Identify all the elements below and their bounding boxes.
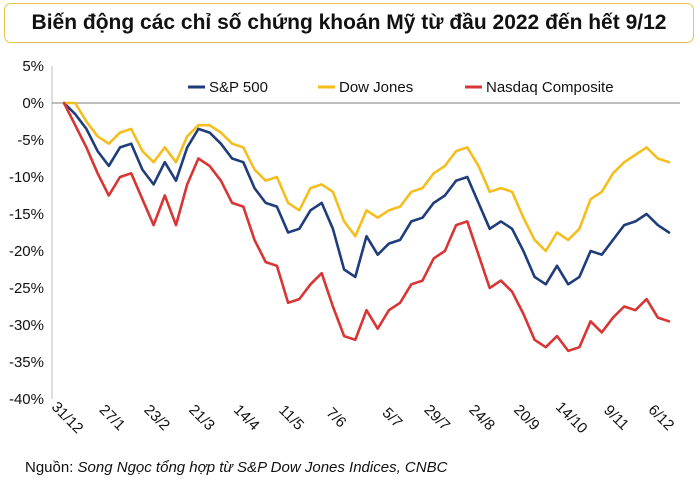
- x-tick-label: 24/8: [465, 401, 498, 434]
- series-line-nasdaq-composite: [62, 101, 671, 353]
- x-tick-label: 11/5: [275, 402, 307, 434]
- chart-title-box: Biến động các chỉ số chứng khoán Mỹ từ đ…: [4, 3, 694, 43]
- x-tick-label: 14/10: [552, 399, 591, 438]
- y-tick-label: 0%: [22, 95, 44, 112]
- y-tick-label: 5%: [22, 58, 44, 75]
- y-tick-label: -25%: [9, 280, 44, 297]
- chart-title: Biến động các chỉ số chứng khoán Mỹ từ đ…: [31, 11, 667, 34]
- source-text: Song Ngọc tổng hợp từ S&P Dow Jones Indi…: [77, 459, 448, 476]
- x-tick-label: 14/4: [230, 401, 263, 434]
- y-tick-label: -40%: [9, 391, 44, 408]
- y-tick-label: -15%: [9, 206, 44, 223]
- x-tick-label: 27/1: [96, 401, 129, 434]
- source-label: Nguồn:: [25, 459, 74, 476]
- series-line-s-p-500: [62, 101, 671, 286]
- y-tick-label: -35%: [9, 354, 44, 371]
- x-tick-label: 9/11: [600, 402, 632, 434]
- y-tick-label: -10%: [9, 169, 44, 186]
- x-tick-label: 7/6: [323, 404, 350, 431]
- series-line-dow-jones: [62, 101, 671, 253]
- source-note: Nguồn: Song Ngọc tổng hợp từ S&P Dow Jon…: [25, 459, 447, 476]
- x-tick-label: 5/7: [379, 404, 406, 431]
- y-tick-label: -5%: [17, 132, 44, 149]
- x-tick-label: 6/12: [645, 401, 678, 434]
- x-tick-label: 29/7: [421, 401, 454, 434]
- legend-label: Nasdaq Composite: [486, 79, 614, 96]
- y-tick-label: -30%: [9, 317, 44, 334]
- legend-label: Dow Jones: [339, 79, 413, 96]
- y-tick-label: -20%: [9, 243, 44, 260]
- x-tick-label: 20/9: [510, 401, 543, 434]
- x-tick-label: 23/2: [140, 401, 173, 434]
- x-tick-label: 31/12: [48, 399, 87, 438]
- x-tick-label: 21/3: [185, 401, 218, 434]
- legend-label: S&P 500: [209, 79, 268, 96]
